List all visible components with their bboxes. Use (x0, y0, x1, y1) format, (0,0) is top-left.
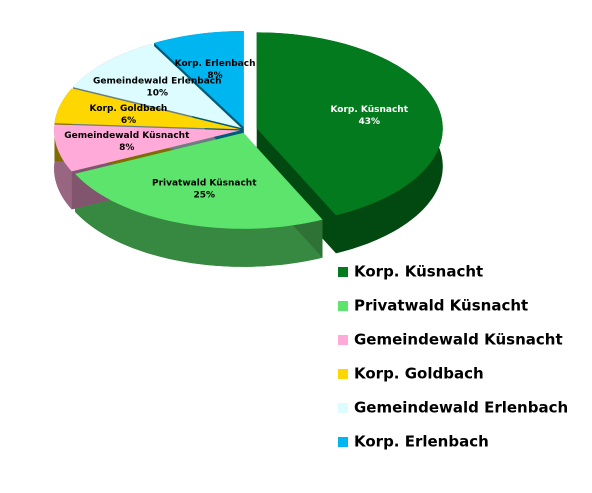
legend-label: Gemeindewald Küsnacht (354, 331, 563, 349)
slice-wall (54, 124, 72, 210)
slice-value-label: 10% (147, 89, 169, 99)
legend-swatch (338, 335, 348, 345)
slice-value-label: 8% (207, 71, 222, 81)
slice-value-label: 6% (121, 116, 136, 126)
slice (75, 132, 323, 229)
legend-swatch (338, 267, 348, 277)
slice (154, 31, 244, 128)
slice (256, 32, 443, 216)
slice-label: Gemeindewald Küsnacht (64, 131, 190, 141)
slice-label: Gemeindewald Erlenbach (93, 77, 222, 87)
slice-value-label: 25% (193, 190, 215, 200)
slice (54, 88, 241, 130)
slice-value-label: 43% (358, 117, 380, 127)
slice-label: Korp. Küsnacht (330, 105, 408, 115)
slice-label: Privatwald Küsnacht (152, 178, 257, 188)
slice-label: Korp. Erlenbach (175, 59, 256, 69)
legend-swatch (338, 403, 348, 413)
slice-label: Korp. Goldbach (90, 104, 168, 114)
legend-swatch (338, 437, 348, 447)
legend-swatch (338, 369, 348, 379)
legend-label: Gemeindewald Erlenbach (354, 399, 568, 417)
legend-swatch (338, 301, 348, 311)
slice-value-label: 8% (119, 143, 134, 153)
legend-label: Korp. Küsnacht (354, 263, 483, 281)
legend-label: Privatwald Küsnacht (354, 297, 528, 315)
legend-label: Korp. Goldbach (354, 365, 484, 383)
slice (54, 124, 241, 172)
legend-label: Korp. Erlenbach (354, 433, 489, 451)
slice-wall (75, 173, 323, 267)
slice (73, 43, 242, 128)
legend: Korp. Küsnacht Privatwald Küsnacht Gemeind… (338, 263, 568, 451)
